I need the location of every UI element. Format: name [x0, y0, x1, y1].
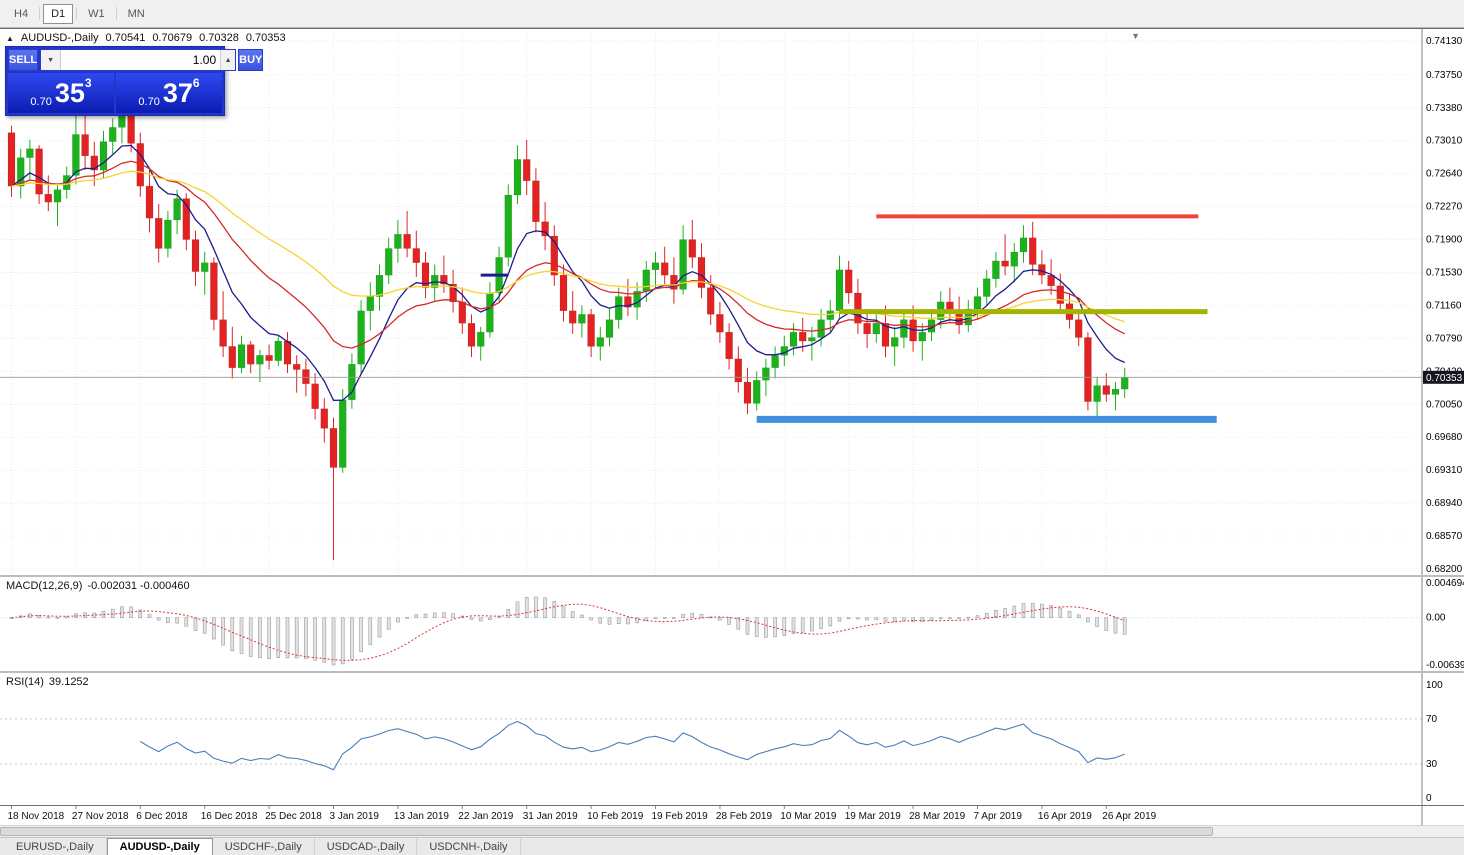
date-axis: 18 Nov 2018 27 Nov 2018 6 Dec 2018 16 Dec 2…	[0, 805, 1464, 826]
timeframe-w1[interactable]: W1	[80, 4, 113, 24]
svg-text:26 Apr 2019: 26 Apr 2019	[1102, 811, 1156, 822]
svg-text:0.00: 0.00	[1426, 613, 1446, 624]
svg-text:16 Dec 2018: 16 Dec 2018	[201, 811, 258, 822]
svg-text:18 Nov 2018: 18 Nov 2018	[8, 811, 65, 822]
svg-text:0.68940: 0.68940	[1426, 498, 1463, 509]
sell-price-button[interactable]: 0.70 35 3	[8, 73, 114, 113]
rsi-canvas[interactable]: 100 70 30 0	[0, 673, 1464, 805]
rsi-label: RSI(14)	[6, 676, 44, 688]
macd-canvas[interactable]: 0.004694 0.00 -0.00639	[0, 577, 1464, 671]
svg-text:0.71160: 0.71160	[1426, 300, 1462, 311]
svg-text:16 Apr 2019: 16 Apr 2019	[1038, 811, 1092, 822]
svg-text:22 Jan 2019: 22 Jan 2019	[458, 811, 513, 822]
buy-button[interactable]: BUY	[238, 49, 264, 71]
svg-text:19 Mar 2019: 19 Mar 2019	[845, 811, 902, 822]
svg-text:100: 100	[1426, 680, 1443, 691]
timeframe-d1[interactable]: D1	[43, 3, 74, 24]
svg-text:7 Apr 2019: 7 Apr 2019	[974, 811, 1023, 822]
buy-price-big: 37	[162, 78, 193, 108]
svg-text:0: 0	[1426, 793, 1432, 804]
chevron-down-icon[interactable]: ▼	[41, 50, 62, 70]
macd-label: MACD(12,26,9)	[6, 580, 83, 592]
svg-text:27 Nov 2018: 27 Nov 2018	[72, 811, 129, 822]
panel-divider[interactable]	[0, 575, 1464, 577]
svg-text:0.004694: 0.004694	[1426, 578, 1464, 589]
timeframe-toolbar: H4 D1 W1 MN	[0, 0, 1464, 28]
svg-text:3 Jan 2019: 3 Jan 2019	[330, 811, 380, 822]
tab-usdcnh[interactable]: USDCNH-,Daily	[417, 838, 521, 855]
svg-text:25 Dec 2018: 25 Dec 2018	[265, 811, 322, 822]
volume-spinbox: ▼ ▲	[40, 49, 237, 71]
svg-text:28 Mar 2019: 28 Mar 2019	[909, 811, 966, 822]
svg-text:31 Jan 2019: 31 Jan 2019	[523, 811, 578, 822]
macd-label-line: MACD(12,26,9) -0.002031 -0.000460	[6, 580, 190, 592]
svg-text:19 Feb 2019: 19 Feb 2019	[652, 811, 709, 822]
timeframe-h4[interactable]: H4	[6, 4, 36, 24]
rsi-label-line: RSI(14) 39.1252	[6, 676, 89, 688]
macd-panel[interactable]: 0.004694 0.00 -0.00639 MACD(12,26,9) -0.00…	[0, 577, 1464, 671]
tab-usdcad[interactable]: USDCAD-,Daily	[315, 838, 418, 855]
price-chart-panel[interactable]: 0.74130 0.73750 0.73380 0.73010 0.72640 0.722…	[0, 28, 1464, 575]
symbol-name: AUDUSD-,Daily	[20, 32, 99, 44]
price-chart-canvas[interactable]: 0.74130 0.73750 0.73380 0.73010 0.72640 0.722…	[0, 29, 1464, 575]
toolbar-separator	[76, 7, 78, 20]
toolbar-separator	[39, 7, 41, 20]
tab-usdchf[interactable]: USDCHF-,Daily	[213, 838, 315, 855]
svg-text:0.72640: 0.72640	[1426, 169, 1463, 180]
svg-text:0.70050: 0.70050	[1426, 399, 1463, 410]
rsi-panel[interactable]: 100 70 30 0 RSI(14) 39.1252	[0, 673, 1464, 805]
ohlc-open: 0.70541	[105, 32, 146, 44]
ohlc-high: 0.70679	[152, 32, 193, 44]
svg-text:0.68570: 0.68570	[1426, 531, 1463, 542]
horizontal-scrollbar[interactable]	[0, 825, 1464, 837]
timeframe-mn[interactable]: MN	[120, 4, 153, 24]
tab-eurusd[interactable]: EURUSD-,Daily	[4, 838, 107, 855]
macd-values: -0.002031 -0.000460	[87, 580, 190, 592]
svg-text:10 Feb 2019: 10 Feb 2019	[587, 811, 644, 822]
sell-price-big: 35	[54, 78, 85, 108]
svg-text:0.71900: 0.71900	[1426, 235, 1463, 246]
svg-text:0.72270: 0.72270	[1426, 202, 1463, 213]
volume-input[interactable]	[61, 50, 221, 70]
chart-tabbar: EURUSD-,Daily AUDUSD-,Daily USDCHF-,Dail…	[0, 837, 1464, 855]
svg-text:0.68200: 0.68200	[1426, 564, 1463, 575]
sell-price-pip: 3	[84, 76, 92, 90]
svg-text:0.74130: 0.74130	[1426, 36, 1463, 47]
svg-text:0.69310: 0.69310	[1426, 465, 1463, 476]
toolbar-separator	[115, 7, 117, 20]
ohlc-close: 0.70353	[245, 32, 286, 44]
chart-shift-marker-icon[interactable]: ▼	[1131, 31, 1140, 41]
svg-text:0.73010: 0.73010	[1426, 136, 1463, 147]
date-axis-canvas: 18 Nov 2018 27 Nov 2018 6 Dec 2018 16 Dec 2…	[8, 806, 1423, 826]
svg-text:0.73380: 0.73380	[1426, 103, 1463, 114]
svg-text:30: 30	[1426, 759, 1438, 770]
buy-price-button[interactable]: 0.70 37 6	[116, 73, 222, 113]
svg-text:-0.00639: -0.00639	[1426, 660, 1464, 671]
svg-text:10 Mar 2019: 10 Mar 2019	[780, 811, 837, 822]
sell-price-prefix: 0.70	[30, 96, 52, 108]
svg-text:0.70353: 0.70353	[1426, 373, 1463, 384]
svg-text:6 Dec 2018: 6 Dec 2018	[136, 811, 188, 822]
svg-text:70: 70	[1426, 714, 1438, 725]
ohlc-low: 0.70328	[199, 32, 239, 44]
chevron-up-icon[interactable]: ▲	[220, 50, 236, 70]
panel-divider[interactable]	[0, 671, 1464, 673]
tab-audusd[interactable]: AUDUSD-,Daily	[106, 838, 213, 855]
symbol-marker-icon: ▲	[6, 33, 14, 43]
svg-text:0.73750: 0.73750	[1426, 70, 1463, 81]
scrollbar-thumb[interactable]	[0, 827, 1213, 836]
buy-price-pip: 6	[192, 76, 200, 90]
symbol-ohlc-line: ▲ AUDUSD-,Daily 0.70541 0.70679 0.70328 …	[6, 32, 286, 44]
rsi-value: 39.1252	[48, 676, 89, 688]
svg-text:0.69680: 0.69680	[1426, 432, 1463, 443]
svg-text:28 Feb 2019: 28 Feb 2019	[716, 811, 773, 822]
svg-text:0.70790: 0.70790	[1426, 333, 1463, 344]
svg-text:13 Jan 2019: 13 Jan 2019	[394, 811, 449, 822]
svg-text:0.71530: 0.71530	[1426, 268, 1463, 279]
sell-button[interactable]: SELL	[8, 49, 39, 71]
buy-price-prefix: 0.70	[138, 96, 160, 108]
